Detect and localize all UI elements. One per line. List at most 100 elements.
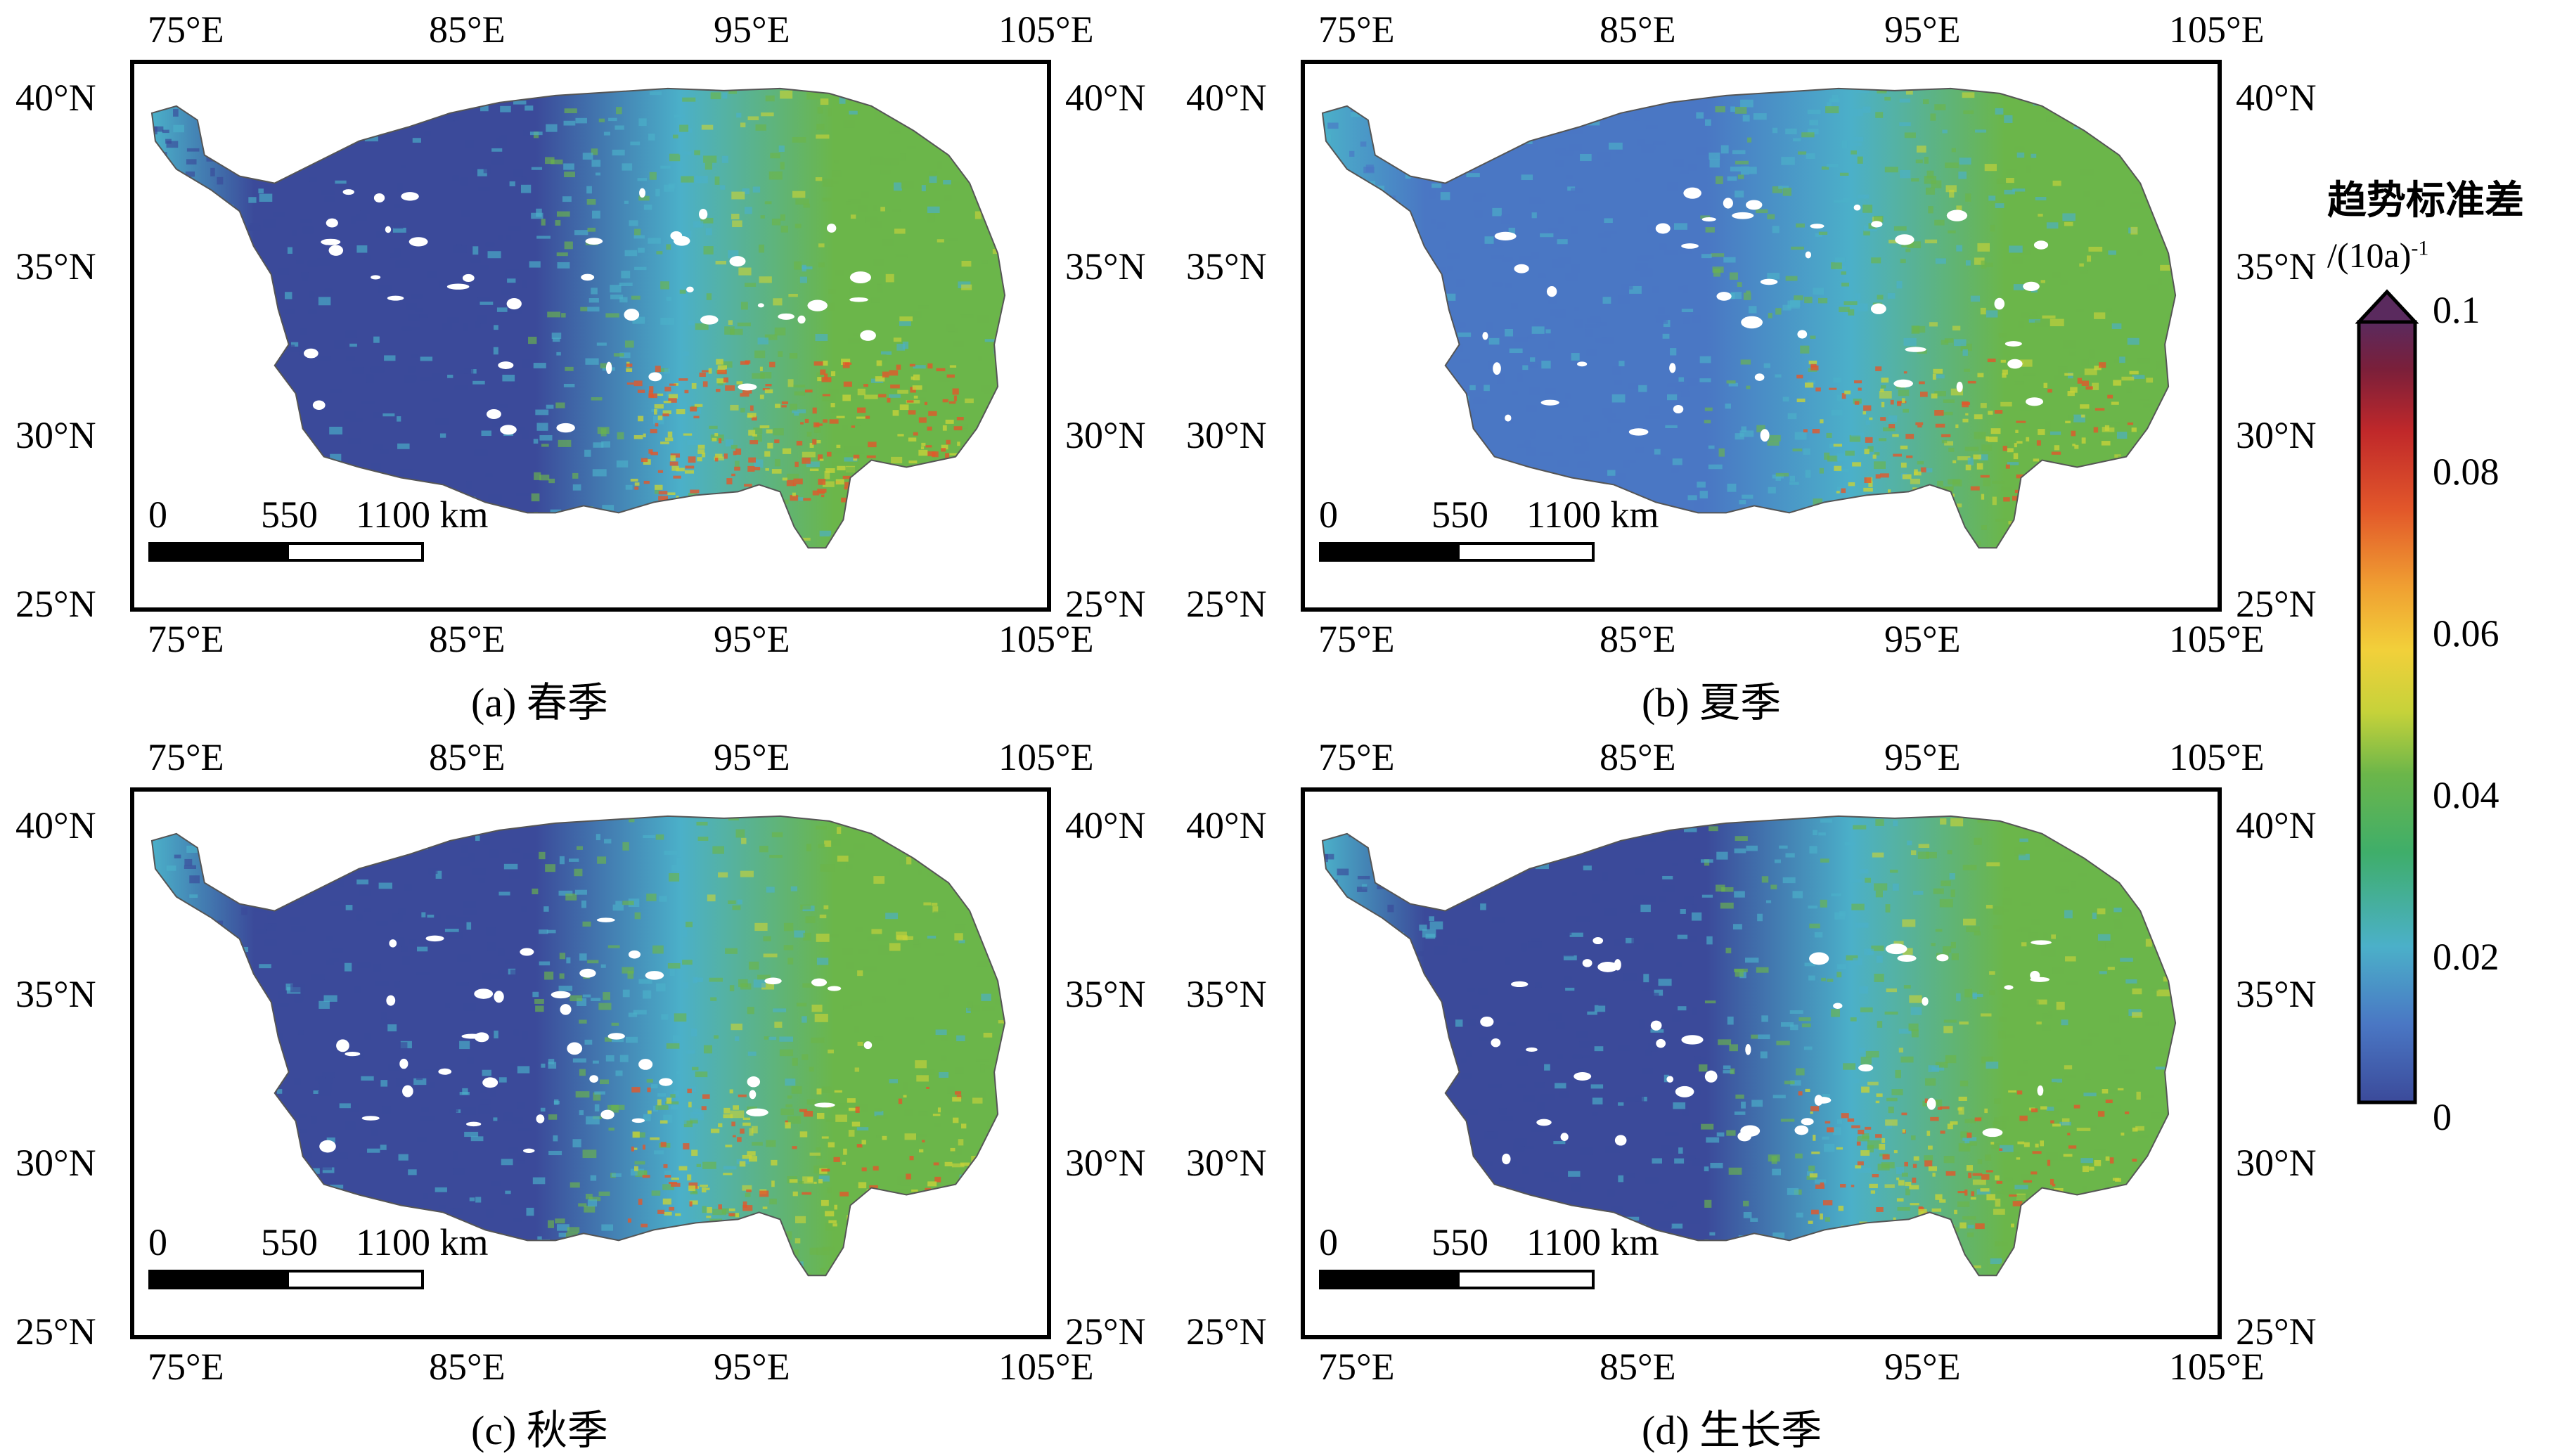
top-lon-label: 105°E [2169, 8, 2265, 51]
top-lon-label: 85°E [429, 736, 506, 778]
left-lat-label: 25°N [1186, 1310, 1267, 1353]
colorbar-tick-label: 0.04 [2433, 774, 2499, 816]
legend-unit: /(10a)-1 [2327, 235, 2428, 276]
top-lon-label: 95°E [1884, 736, 1961, 778]
scale-bar-white [1457, 1270, 1595, 1289]
bottom-lon-label: 95°E [1884, 618, 1961, 660]
bottom-lon-label: 85°E [1600, 618, 1676, 660]
right-lat-label: 40°N [1065, 77, 1146, 119]
bottom-lon-label: 95°E [714, 1346, 790, 1388]
top-lon-label: 105°E [998, 736, 1094, 778]
plateau-outline [150, 815, 1006, 1277]
panel-caption: (c) 秋季 [471, 1407, 608, 1453]
top-lon-label: 105°E [998, 8, 1094, 51]
bottom-lon-label: 75°E [1318, 618, 1395, 660]
right-lat-label: 35°N [1065, 245, 1146, 288]
top-lon-label: 75°E [148, 736, 224, 778]
colorbar-extend-triangle [2355, 289, 2419, 324]
scale-label: 0 [148, 1221, 167, 1263]
panel-caption: (a) 春季 [471, 680, 608, 726]
scale-label: 0 [1319, 1221, 1338, 1263]
legend-unit-base: /(10a) [2327, 236, 2412, 275]
scale-bar-black [148, 1270, 289, 1289]
top-lon-label: 105°E [2169, 736, 2265, 778]
scale-label: 1100 km [356, 1221, 489, 1263]
colorbar-tick-label: 0 [2433, 1096, 2452, 1138]
bottom-lon-label: 95°E [1884, 1346, 1961, 1388]
scale-label: 0 [1319, 494, 1338, 536]
scale-bar-white [1457, 542, 1595, 562]
colorbar-tick-label: 0.06 [2433, 612, 2499, 655]
map-panel-b: 75°E 85°E 95°E 105°E 75°E 85°E 95°E 105°E 40°N 35… [1171, 0, 2331, 726]
scale-label: 550 [1431, 1221, 1488, 1263]
scale-bar-black [1319, 1270, 1460, 1289]
right-lat-label: 25°N [1065, 1310, 1146, 1353]
scale-label: 1100 km [356, 494, 489, 536]
scale-bar-white [286, 1270, 424, 1289]
scale-bar-white [286, 542, 424, 562]
top-lon-label: 75°E [1318, 736, 1395, 778]
plateau-map [150, 815, 1006, 1277]
bottom-lon-label: 105°E [2169, 1346, 2265, 1388]
right-lat-label: 35°N [1065, 973, 1146, 1015]
scale-label: 550 [261, 1221, 318, 1263]
colorbar-tick-label: 0.08 [2433, 451, 2499, 493]
right-lat-label: 40°N [2236, 804, 2317, 846]
bottom-lon-label: 105°E [998, 1346, 1094, 1388]
scale-label: 550 [261, 494, 318, 536]
left-lat-label: 35°N [1186, 973, 1267, 1015]
plateau-region [151, 88, 1005, 548]
scale-label: 0 [148, 494, 167, 536]
right-lat-label: 35°N [2236, 973, 2317, 1015]
bottom-lon-label: 75°E [148, 1346, 224, 1388]
top-lon-label: 85°E [1600, 736, 1676, 778]
plateau-map [1321, 87, 2177, 549]
map-frame: 0 550 1100 km [1301, 787, 2222, 1339]
colorbar-gradient [2357, 320, 2417, 1104]
top-lon-label: 75°E [1318, 8, 1395, 51]
bottom-lon-label: 85°E [429, 618, 506, 660]
scale-label: 1100 km [1526, 1221, 1659, 1263]
right-lat-label: 40°N [1065, 804, 1146, 846]
right-lat-label: 30°N [2236, 1142, 2317, 1184]
top-lon-label: 95°E [1884, 8, 1961, 51]
left-lat-label: 40°N [15, 77, 96, 119]
left-lat-label: 35°N [1186, 245, 1267, 288]
left-lat-label: 40°N [15, 804, 96, 846]
legend-title: 趋势标准差 [2327, 179, 2524, 223]
map-panel-d: 75°E 85°E 95°E 105°E 75°E 85°E 95°E 105°E 40°N 35… [1171, 728, 2331, 1453]
scale-label: 550 [1431, 494, 1488, 536]
plateau-map [150, 87, 1006, 549]
scale-bar-black [1319, 542, 1460, 562]
left-lat-label: 25°N [15, 1310, 96, 1353]
right-lat-label: 35°N [2236, 245, 2317, 288]
left-lat-label: 30°N [15, 1142, 96, 1184]
right-lat-label: 25°N [1065, 583, 1146, 625]
colorbar [2355, 289, 2419, 1104]
map-panel-c: 75°E 85°E 95°E 105°E 75°E 85°E 95°E 105°E 40°N 35… [0, 728, 1160, 1453]
top-lon-label: 85°E [1600, 8, 1676, 51]
left-lat-label: 40°N [1186, 804, 1267, 846]
legend-unit-exp: -1 [2411, 236, 2429, 260]
left-lat-label: 30°N [1186, 414, 1267, 456]
plateau-outline [150, 87, 1006, 549]
bottom-lon-label: 105°E [2169, 618, 2265, 660]
bottom-lon-label: 85°E [429, 1346, 506, 1388]
bottom-lon-label: 85°E [1600, 1346, 1676, 1388]
right-lat-label: 40°N [2236, 77, 2317, 119]
left-lat-label: 30°N [1186, 1142, 1267, 1184]
bottom-lon-label: 75°E [148, 618, 224, 660]
scale-bar-black [148, 542, 289, 562]
plateau-map [1321, 815, 2177, 1277]
map-frame: 0 550 1100 km [130, 60, 1051, 612]
map-frame: 0 550 1100 km [130, 787, 1051, 1339]
plateau-outline [1321, 815, 2177, 1277]
colorbar-tick-label: 0.02 [2433, 936, 2499, 978]
right-lat-label: 30°N [2236, 414, 2317, 456]
bottom-lon-label: 95°E [714, 618, 790, 660]
left-lat-label: 40°N [1186, 77, 1267, 119]
right-lat-label: 25°N [2236, 583, 2317, 625]
left-lat-label: 25°N [1186, 583, 1267, 625]
map-panel-a: 75°E 85°E 95°E 105°E 75°E 85°E 95°E 105°E 40°N 35… [0, 0, 1160, 726]
panel-caption: (b) 夏季 [1642, 680, 1782, 726]
